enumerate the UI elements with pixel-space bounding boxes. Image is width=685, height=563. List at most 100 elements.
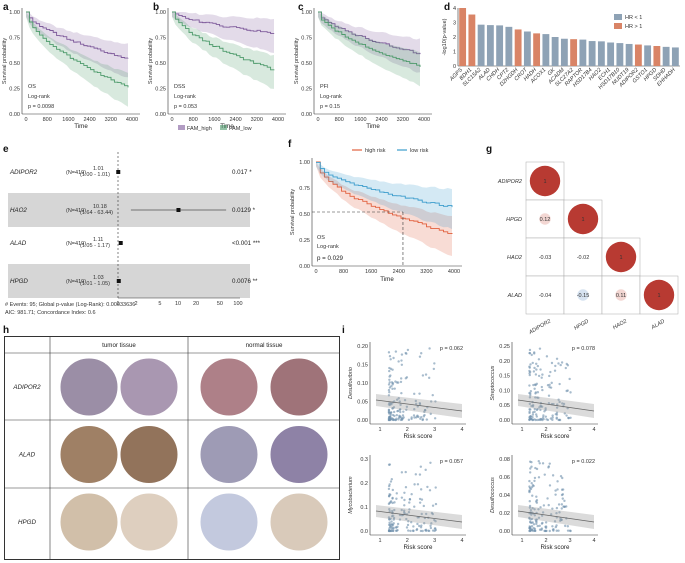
km-risk-f: 0.00 0.25 0.50 0.75 1.00 0 800 1600 2400 3200 4000…	[290, 148, 462, 283]
sc-point	[387, 351, 391, 354]
ihc-gene-ALAD: ALAD	[18, 452, 36, 459]
sc-x-tick: 1	[520, 427, 523, 433]
sc-point	[387, 502, 391, 506]
sc-x-tick: 3	[433, 427, 436, 433]
sc-point	[529, 363, 532, 366]
corr-row-label: ALAD	[507, 293, 522, 299]
sc-point	[433, 417, 437, 420]
sc-point	[528, 517, 531, 520]
sc-y-tick: 0.00	[357, 418, 368, 424]
scatter-0: 0.00 0.05 0.10 0.15 0.20 1 2 3 4 Risk score Desulf…	[348, 342, 466, 440]
sc-point	[395, 497, 398, 500]
sc-point	[533, 514, 537, 517]
sc-x-tick: 1	[520, 538, 523, 544]
sc-point	[420, 415, 423, 419]
sc-point	[410, 416, 413, 419]
sc-point	[528, 351, 531, 355]
forest-n: (N=419)	[66, 170, 86, 176]
legend-label-high: FAM_high	[187, 126, 212, 132]
sc-point	[529, 393, 532, 397]
sc-point	[533, 479, 536, 483]
sc-point	[535, 362, 538, 365]
sc-point	[533, 508, 536, 511]
km-pval: p = 0.15	[320, 104, 340, 110]
bar-legend-swatch	[614, 23, 622, 29]
sc-point	[535, 499, 539, 502]
sc-point	[401, 414, 405, 417]
bar-HADH	[533, 33, 541, 66]
sc-point	[531, 484, 535, 487]
km-y-label: Survival probability	[148, 38, 154, 84]
km-y-tick: 0.00	[155, 112, 166, 118]
forest-plot-e: ADIPOR2 (N=419) 1.01(1.00 - 1.01) 0.017 * HA…	[5, 152, 261, 316]
sc-point	[529, 418, 533, 421]
sc-point	[412, 414, 416, 417]
sc-point	[391, 501, 394, 505]
sc-y-tick: 0.10	[499, 388, 510, 394]
sc-fit-line	[375, 399, 463, 412]
sc-point	[431, 393, 434, 397]
sc-point	[431, 504, 435, 507]
sc-point	[542, 504, 546, 507]
sc-point	[387, 412, 391, 415]
sc-point	[428, 489, 432, 492]
sc-point	[563, 524, 567, 528]
sc-point	[393, 387, 396, 390]
sc-point	[560, 507, 563, 510]
sc-point	[538, 462, 541, 465]
sc-point	[407, 520, 410, 523]
sc-point	[563, 505, 567, 509]
km-x-label: Time	[220, 123, 234, 130]
sc-point	[528, 527, 532, 530]
sc-point	[551, 418, 554, 422]
sc-point	[541, 416, 545, 419]
sc-point	[398, 518, 402, 521]
corr-row-label: HPGD	[506, 217, 522, 223]
sc-point	[535, 368, 538, 371]
panel-label-b: b	[153, 2, 159, 13]
sc-point	[555, 357, 559, 360]
sc-y-tick: 0.1	[360, 505, 368, 511]
sc-point	[545, 355, 549, 358]
corr-value: 0.11	[616, 293, 626, 299]
km-x-tick: 2400	[83, 117, 95, 123]
sc-point	[544, 521, 548, 524]
sc-point	[550, 361, 554, 365]
sc-point	[557, 362, 560, 365]
km-x-tick: 4000	[272, 117, 284, 123]
sc-point	[530, 353, 533, 357]
km-y-tick: 0.25	[301, 87, 312, 93]
bar-legend-label: HR > 1	[625, 24, 642, 30]
km-x-tick: 2400	[375, 117, 387, 123]
sc-point	[540, 376, 543, 379]
sc-point	[418, 401, 422, 405]
sc-point	[528, 500, 531, 503]
km-x-tick: 800	[189, 117, 198, 123]
f-ci-band	[316, 162, 452, 230]
sc-point	[562, 402, 566, 406]
sc-point	[402, 509, 406, 512]
ihc-col-tumor: tumor tissue	[102, 342, 136, 349]
sc-point	[541, 462, 545, 465]
forest-point	[116, 279, 121, 283]
f-x-tick: 0	[314, 269, 317, 275]
sc-point	[419, 526, 423, 529]
km-plot-c: 0.00 0.25 0.50 0.75 1.00 0 800 1600 2400 3200 4000…	[294, 8, 432, 130]
sc-point	[544, 407, 547, 410]
forest-point	[118, 241, 123, 245]
sc-point	[388, 378, 391, 382]
sc-point	[420, 352, 423, 355]
sc-x-label: Risk score	[404, 544, 433, 551]
corr-circle	[605, 241, 637, 273]
sc-point	[416, 483, 420, 486]
sc-point	[388, 369, 391, 373]
sc-point	[541, 373, 544, 376]
bar-y-tick: 4	[453, 6, 456, 12]
sc-point	[399, 410, 402, 414]
sc-point	[552, 402, 555, 406]
f-y-tick: 0.25	[299, 238, 310, 244]
sc-point	[565, 389, 568, 393]
f-legend-label: high risk	[365, 148, 386, 154]
sc-point	[424, 468, 427, 472]
sc-point	[539, 506, 542, 509]
